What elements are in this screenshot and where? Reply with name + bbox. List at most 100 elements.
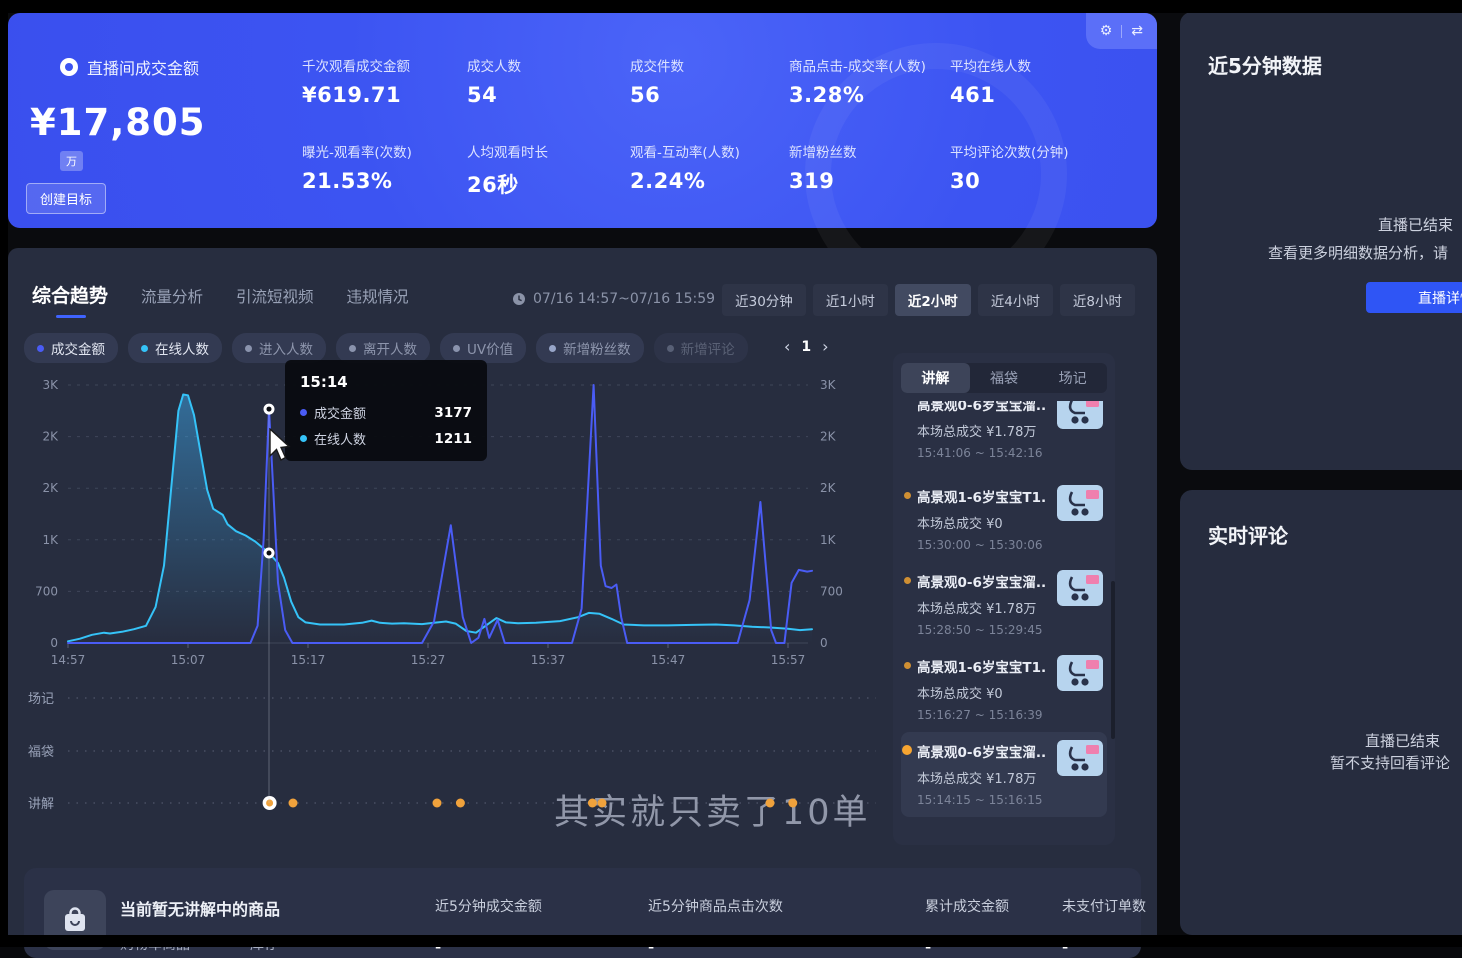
explain-event-dot (904, 577, 911, 584)
legend-label: 成交金额 (51, 342, 105, 358)
range-button-近2小时[interactable]: 近2小时 (894, 284, 971, 316)
range-button-近8小时[interactable]: 近8小时 (1059, 284, 1135, 316)
product-total: 本场总成交 ¥0 (917, 517, 1003, 532)
explain-item[interactable]: 高景观0-6岁宝宝溜... 本场总成交 ¥1.78万 15:28:50 ~ 15:2… (901, 562, 1107, 647)
gear-icon[interactable]: ⚙ (1099, 23, 1113, 39)
mouse-cursor (269, 428, 291, 461)
primary-metric-label: 直播间成交金额 (87, 59, 200, 78)
metric-value: ¥619.71 (302, 83, 402, 107)
svg-text:场记: 场记 (28, 692, 54, 707)
swap-icon[interactable]: ⇄ (1131, 23, 1143, 39)
legend-chip-成交金额[interactable]: 成交金额 (24, 333, 118, 363)
banner-metric: 商品点击-成交率(人数) 3.28% (789, 55, 949, 107)
banner-metric: 人均观看时长 26秒 (467, 141, 627, 199)
explain-tab-福袋[interactable]: 福袋 (990, 371, 1018, 387)
tooltip-time: 15:14 (300, 373, 348, 391)
svg-text:2K: 2K (820, 481, 837, 495)
svg-text:2K: 2K (42, 481, 59, 495)
svg-text:1K: 1K (820, 533, 837, 547)
stat-label: 累计成交金额 (925, 899, 1009, 915)
tab-引流短视频[interactable]: 引流短视频 (236, 288, 314, 306)
explain-tab-场记[interactable]: 场记 (1058, 371, 1087, 387)
product-title: 高景观1-6岁宝宝T1... (917, 660, 1045, 676)
explain-event-dot (904, 662, 911, 669)
product-thumbnail (1057, 570, 1103, 606)
metric-value: 2.24% (630, 169, 706, 193)
tooltip-value: 1211 (434, 430, 472, 447)
legend-chip-UV价值[interactable]: UV价值 (440, 333, 527, 363)
svg-text:15:17: 15:17 (291, 653, 326, 667)
tab-流量分析[interactable]: 流量分析 (141, 288, 204, 306)
explain-list-card: 讲解 福袋 场记 高景观0-6岁宝宝溜... 本场总成交 ¥1.78万 15:41:06… (893, 353, 1115, 845)
letterbox-left (0, 0, 8, 947)
unit-badge: 万 (60, 151, 83, 171)
legend-dot (37, 344, 44, 352)
trend-panel: 综合趋势 流量分析 引流短视频 违规情况 07/16 14:57~07/16 15:5… (8, 248, 1157, 958)
svg-text:0: 0 (50, 636, 58, 650)
explain-event-dot (902, 745, 912, 755)
legend-dot (549, 344, 557, 352)
explain-event-dot (904, 492, 911, 499)
prev-page-icon[interactable]: ‹ (784, 337, 791, 356)
product-title: 高景观0-6岁宝宝溜... (917, 745, 1045, 761)
comments-title: 实时评论 (1208, 524, 1288, 548)
clock-icon (513, 293, 525, 305)
metric-label: 曝光-观看率(次数) (302, 145, 412, 161)
explain-item[interactable]: 高景观1-6岁宝宝T1... 本场总成交 ¥0 15:16:27 ~ 15:16:3… (901, 647, 1107, 732)
explain-tab-讲解[interactable]: 讲解 (901, 363, 970, 393)
tooltip-row: 在线人数 1211 (300, 429, 472, 448)
product-total: 本场总成交 ¥1.78万 (917, 602, 1037, 617)
product-title: 高景观0-6岁宝宝溜... (917, 401, 1045, 414)
banner-metric: 观看-互动率(人数) 2.24% (630, 141, 790, 193)
live-detail-button[interactable]: 直播详情 (1366, 282, 1462, 313)
svg-text:1K: 1K (42, 533, 59, 547)
realtime-comments-card: 实时评论 直播已结束 暂不支持回看评论 (1180, 490, 1462, 935)
video-caption: 其实就只卖了10单 (554, 793, 871, 833)
explain-item[interactable]: 高景观0-6岁宝宝溜... 本场总成交 ¥1.78万 15:14:15 ~ 15:1… (901, 732, 1107, 817)
legend-dot (453, 344, 460, 352)
legend-chip-在线人数[interactable]: 在线人数 (128, 333, 222, 363)
tab-综合趋势[interactable]: 综合趋势 (32, 281, 108, 318)
legend-label: 进入人数 (259, 342, 313, 358)
range-button-近30分钟[interactable]: 近30分钟 (722, 284, 806, 316)
explain-item[interactable]: 高景观0-6岁宝宝溜... 本场总成交 ¥1.78万 15:41:06 ~ 15:4… (901, 401, 1107, 470)
metric-label: 成交件数 (630, 59, 684, 75)
next-page-icon[interactable]: › (822, 337, 829, 356)
product-title: 高景观1-6岁宝宝T1... (917, 490, 1045, 506)
metric-label: 商品点击-成交率(人数) (789, 59, 926, 75)
explain-time: 15:30:00 ~ 15:30:06 (917, 538, 1043, 552)
primary-metric-value: ¥17,805 (30, 101, 206, 144)
product-total: 本场总成交 ¥1.78万 (917, 772, 1037, 787)
explain-list: 高景观0-6岁宝宝溜... 本场总成交 ¥1.78万 15:41:06 ~ 15:4… (901, 401, 1107, 841)
legend-chip-新增粉丝数[interactable]: 新增粉丝数 (536, 333, 644, 363)
metric-value: 3.28% (789, 83, 865, 107)
metric-value: 54 (467, 83, 498, 107)
explain-item[interactable]: 高景观1-6岁宝宝T1... 本场总成交 ¥0 15:30:00 ~ 15:30:0… (901, 477, 1107, 562)
divider (1121, 24, 1123, 38)
no-replay-comments-text: 暂不支持回看评论 (1330, 754, 1451, 772)
product-total: 本场总成交 ¥0 (917, 687, 1003, 702)
range-button-近4小时[interactable]: 近4小时 (977, 284, 1053, 316)
series-legend: 成交金额 在线人数 进入人数 离开人数 UV价值 新增粉丝数 新增评论 (24, 333, 748, 363)
tab-违规情况[interactable]: 违规情况 (346, 288, 409, 306)
banner-metric: 平均评论次数(分钟) 30 (950, 141, 1110, 193)
metric-label: 千次观看成交金额 (302, 59, 410, 75)
create-goal-button[interactable]: 创建目标 (26, 183, 107, 214)
legend-chip-新增评论[interactable]: 新增评论 (653, 333, 748, 363)
legend-chip-进入人数[interactable]: 进入人数 (232, 333, 326, 363)
range-button-近1小时[interactable]: 近1小时 (812, 284, 888, 316)
svg-text:15:47: 15:47 (651, 653, 686, 667)
clipped-item-wrapper: 高景观0-6岁宝宝溜... 本场总成交 ¥1.78万 15:41:06 ~ 15:4… (901, 401, 1107, 477)
svg-text:福袋: 福袋 (28, 745, 54, 760)
legend-label: 新增评论 (680, 342, 735, 358)
scrollbar[interactable] (1111, 581, 1115, 739)
product-thumbnail (1057, 401, 1103, 429)
legend-chip-离开人数[interactable]: 离开人数 (336, 333, 430, 363)
product-thumbnail (1057, 740, 1103, 776)
svg-text:15:07: 15:07 (171, 653, 206, 667)
product-total: 本场总成交 ¥1.78万 (917, 425, 1037, 440)
metric-label: 成交人数 (467, 59, 521, 75)
legend-pagination[interactable]: ‹ 1 › (772, 333, 841, 360)
metric-value: 461 (950, 83, 996, 107)
